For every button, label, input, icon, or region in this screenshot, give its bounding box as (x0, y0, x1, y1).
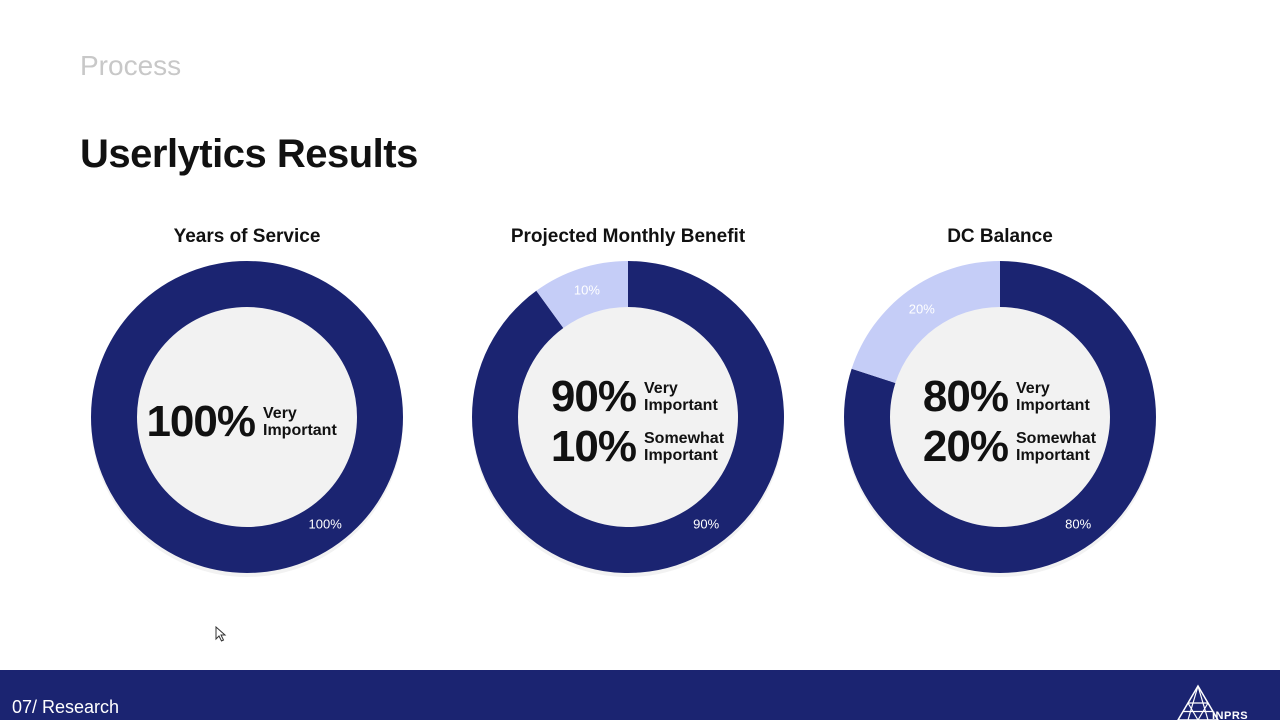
center-stat-line: Somewhat (1016, 430, 1097, 447)
donut-slice-somewhat-important (536, 261, 628, 329)
center-stat-percent: 80% (922, 372, 1009, 421)
center-stat-line: Important (1016, 447, 1090, 464)
center-stats: 90% Very Important 10% Somewhat Important (448, 262, 808, 582)
slice-data-label: 20% (909, 301, 935, 316)
center-stat-description: Very Important (1016, 380, 1112, 414)
center-stat-description: Very Important (644, 380, 740, 414)
slice-data-label: 90% (693, 517, 719, 532)
donut-slice-very-important (471, 261, 784, 573)
chart-years-of-service: Years of Service 100% 100% Very Important (67, 222, 427, 602)
slice-data-label: 80% (1065, 517, 1091, 532)
donut-svg: 100% (91, 261, 403, 577)
center-stat-line: Important (263, 422, 337, 439)
footer-label: 07/ Research (12, 697, 120, 717)
center-stats: 80% Very Important 20% Somewhat Important (820, 262, 1180, 582)
chart-dc-balance: DC Balance 80% 20% 80% Very Important 20% Som… (820, 222, 1180, 602)
center-stat-row: 80% Very Important (888, 372, 1112, 422)
center-stat-line: Somewhat (644, 430, 725, 447)
center-stat-line: Important (644, 397, 718, 414)
chart-title: Projected Monthly Benefit (510, 226, 746, 247)
center-stat-percent: 20% (922, 422, 1009, 471)
center-stat-description: Somewhat Important (644, 430, 740, 464)
section-label: Process (80, 50, 182, 81)
chart-title: Years of Service (173, 226, 321, 247)
chart-projected-monthly-benefit: Projected Monthly Benefit 90% 10% 90% Very… (448, 222, 808, 602)
center-stat-percent: 100% (146, 397, 256, 446)
chart-title: DC Balance (947, 226, 1053, 247)
donut-svg: 90%10% (471, 261, 784, 577)
page-title: Userlytics Results (80, 132, 418, 176)
inprs-logo-icon (1177, 684, 1219, 720)
mouse-cursor-icon (215, 626, 227, 642)
center-stat-line: Very (1016, 380, 1050, 397)
center-stat-line: Important (644, 447, 718, 464)
footer-logo-text: INPRS (1212, 710, 1249, 720)
center-stat-description: Somewhat Important (1016, 430, 1112, 464)
slice-data-label: 10% (574, 283, 600, 298)
center-stat-row: 20% Somewhat Important (888, 422, 1112, 472)
donut-slice-very-important (91, 261, 403, 573)
center-stat-row: 10% Somewhat Important (516, 422, 740, 472)
center-stat-line: Very (644, 380, 678, 397)
footer-bar: 07/ Research INPRS (0, 670, 1280, 720)
donut-slice-somewhat-important (851, 261, 1000, 384)
center-stat-row: 100% Very Important (135, 397, 359, 447)
center-stat-percent: 10% (550, 422, 637, 471)
center-stat-percent: 90% (550, 372, 637, 421)
center-stat-row: 90% Very Important (516, 372, 740, 422)
center-stats: 100% Very Important (67, 262, 427, 582)
donut-svg: 80%20% (844, 261, 1156, 577)
donut-slice-very-important (844, 261, 1156, 573)
slice-data-label: 100% (309, 517, 343, 532)
center-stat-line: Very (263, 405, 297, 422)
center-stat-description: Very Important (263, 405, 359, 439)
center-stat-line: Important (1016, 397, 1090, 414)
